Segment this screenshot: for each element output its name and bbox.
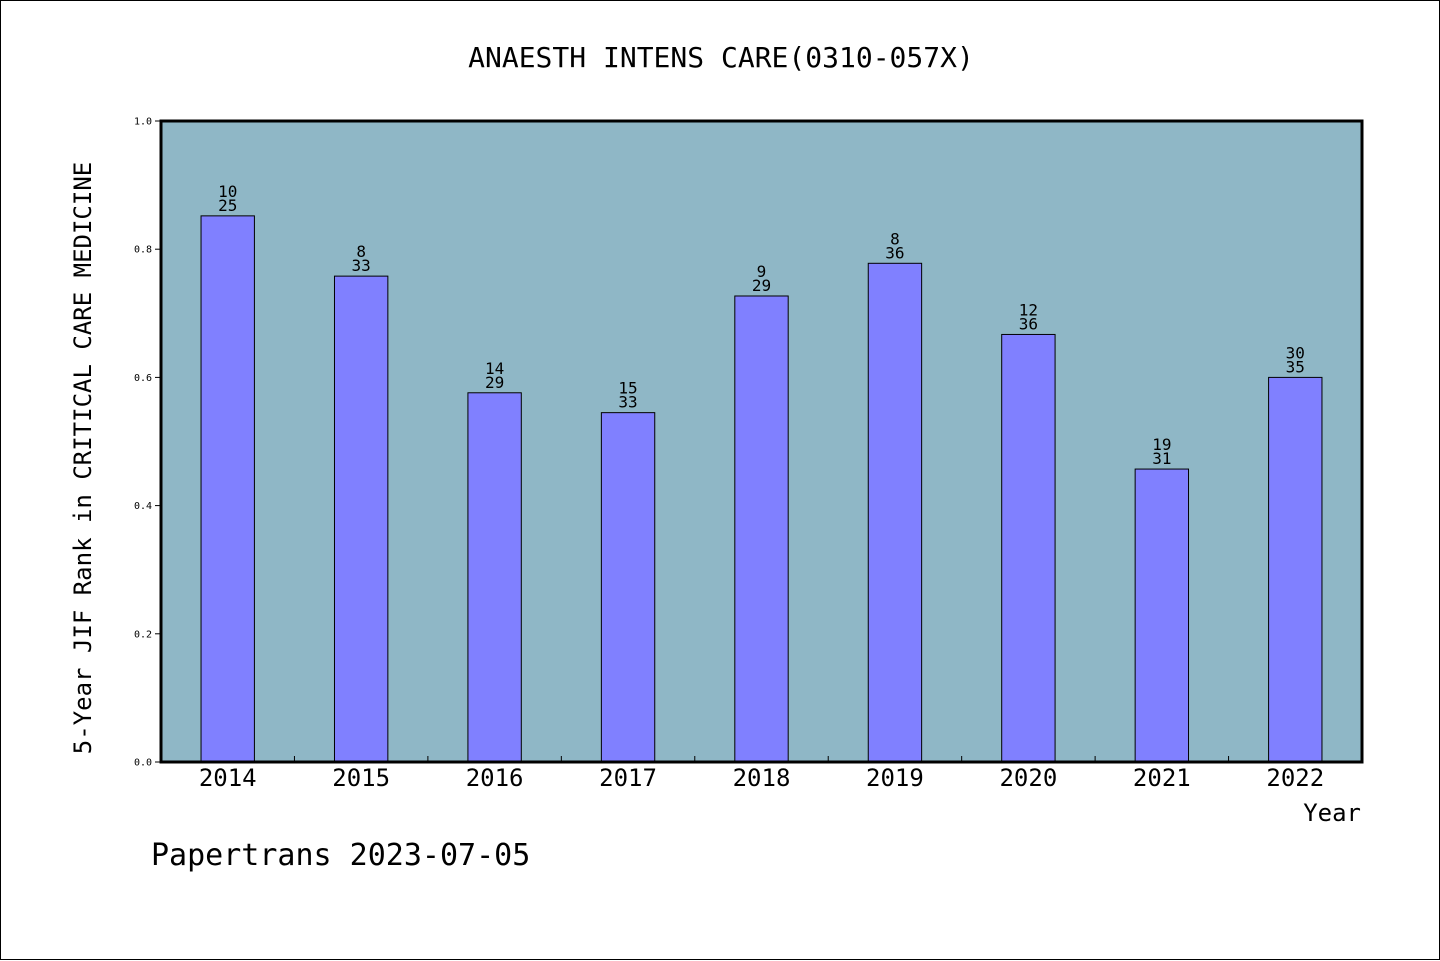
bar [600,412,656,763]
bar [467,392,522,763]
bar [200,215,255,763]
bar-total-label: 29 [752,276,771,295]
y-tick-label: 0.6 [134,373,152,384]
bar-total-label: 36 [885,243,904,262]
x-axis-label: Year [1303,799,1361,827]
bar-total-label: 33 [618,393,637,412]
bar-rank-label: 15 [618,379,637,398]
bar-rank-label: 19 [1152,435,1171,454]
bar [1268,376,1323,763]
y-tick-label: 0.0 [134,758,152,769]
bar [867,262,923,763]
bar-rank-label: 10 [218,182,237,201]
x-tick-label: 2014 [199,764,257,792]
x-tick-label: 2015 [332,764,390,792]
bar-rank-label: 12 [1019,300,1038,319]
y-axis: 0.0 0.2 0.4 0.6 0.8 1.0 [134,117,161,769]
y-axis-label: 5-Year JIF Rank in CRITICAL CARE MEDICIN… [69,162,97,754]
bar-rank-label: 14 [485,359,504,378]
bar-total-label: 35 [1286,357,1305,376]
bar-rank-label: 8 [356,242,366,261]
bar-total-label: 36 [1019,314,1038,333]
x-axis: 2014 2015 2016 2017 2018 2019 2020 2021 2022 [199,756,1324,792]
bar-total-label: 25 [218,196,237,215]
bar [734,295,789,763]
y-tick-label: 0.4 [134,501,152,512]
bar [1001,333,1056,763]
x-tick-label: 2016 [466,764,524,792]
bar-rank-label: 30 [1286,343,1305,362]
bar [333,275,389,763]
y-tick-label: 0.8 [134,245,152,256]
x-tick-label: 2017 [599,764,657,792]
bar [1134,468,1190,763]
x-tick-label: 2018 [733,764,791,792]
y-tick-label: 0.2 [134,629,152,640]
bar-rank-label: 8 [890,229,900,248]
bar-total-label: 29 [485,373,504,392]
y-tick-label: 1.0 [134,117,152,128]
x-tick-label: 2022 [1266,764,1324,792]
chart-title: ANAESTH INTENS CARE(0310-057X) [468,41,974,74]
x-tick-label: 2020 [999,764,1057,792]
bar-rank-label: 9 [757,262,767,281]
bar-total-label: 31 [1152,449,1171,468]
bar-total-label: 33 [352,256,371,275]
footer-text: Papertrans 2023-07-05 [151,838,530,873]
x-tick-label: 2021 [1133,764,1191,792]
plot-border [159,119,1364,764]
x-tick-label: 2019 [866,764,924,792]
